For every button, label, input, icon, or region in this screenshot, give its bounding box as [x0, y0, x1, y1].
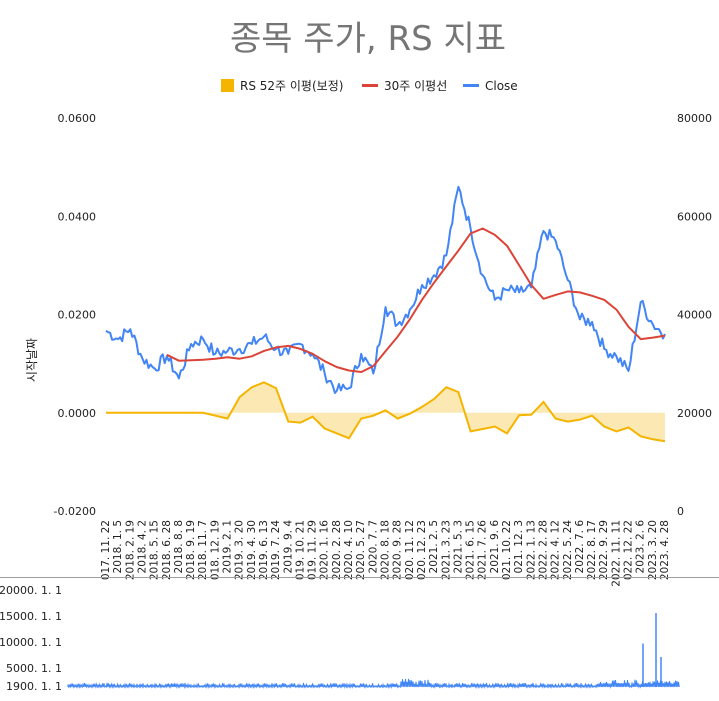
legend-swatch-ma30 [362, 84, 378, 87]
x-tick-label: 022. 12. 22 [623, 520, 635, 580]
x-tick-label: 2019. 6. 13 [258, 520, 270, 580]
x-tick-label: 2022. 5. 24 [562, 520, 574, 580]
x-tick-label: 2019. 3. 20 [234, 520, 246, 580]
x-tick-label: 2019. 4. 30 [246, 520, 258, 580]
x-tick-label: 2018. 4. 2 [137, 520, 149, 573]
y-tick-left: -0.0200 [54, 505, 96, 518]
y-tick-left: 0.0400 [58, 210, 97, 223]
x-tick-label: 2018. 9. 19 [185, 520, 197, 580]
legend-label-rs: RS 52주 이평(보정) [240, 79, 343, 93]
sub-y-tick: 1900. 1. 1 [6, 680, 62, 693]
y-tick-right: 20000 [677, 407, 712, 420]
x-tick-label: 2018. 5. 15 [149, 520, 161, 580]
y-tick-left: 0.0200 [58, 309, 97, 322]
x-axis-ticks: 017. 11. 22 2018. 1. 5 2018. 2. 19 2018. 4.… [100, 520, 671, 587]
x-tick-label: 2021. 9. 6 [489, 520, 501, 574]
x-tick-label: 2020. 1. 16 [319, 520, 331, 580]
x-tick-label: 2020. 7. 7 [367, 520, 379, 573]
volume-plot-area: 20000. 1. 1 15000. 1. 1 10000. 1. 1 5000. 1… [0, 584, 680, 693]
x-tick-label: 2020. 4. 10 [343, 520, 355, 580]
sub-y-tick: 10000. 1. 1 [0, 636, 62, 649]
x-tick-label: 2023. 4. 28 [659, 520, 671, 580]
x-tick-label: 017. 11. 22 [100, 520, 112, 580]
x-tick-label: 2020. 9. 28 [392, 520, 404, 580]
x-tick-label: 2020. 8. 18 [380, 520, 392, 580]
x-tick-label: 2021. 7. 26 [477, 520, 489, 580]
close-line [105, 185, 666, 394]
x-tick-label: 019. 11. 29 [307, 520, 319, 580]
x-tick-label: 2020. 2. 28 [331, 520, 343, 580]
x-tick-label: 2021. 6. 15 [465, 520, 477, 580]
x-tick-label: 2023. 2. 6 [635, 520, 647, 574]
y-axis-title-left: 시작날짜 [25, 338, 39, 382]
x-tick-label: 021. 12. 3 [513, 520, 525, 573]
x-tick-label: 2021. 5. 3 [452, 520, 464, 573]
x-tick-label: 2019. 2. 1 [222, 520, 234, 573]
x-tick-label: 2020. 5. 27 [355, 520, 367, 580]
x-tick-label: 2019. 7. 24 [270, 520, 282, 580]
x-tick-label: 2022. 11. 11 [610, 520, 622, 587]
rs-area-fill [106, 382, 665, 442]
x-tick-label: 020. 11. 12 [404, 520, 416, 580]
main-plot-area: 0.0600 80000 0.0400 60000 0.0200 40000 0.0000 2… [54, 112, 712, 518]
x-tick-label: 2023. 3. 20 [647, 520, 659, 580]
legend-label-ma30: 30주 이평선 [384, 79, 447, 93]
x-tick-label: 2022. 8. 17 [586, 520, 598, 580]
rs-line [106, 381, 666, 443]
x-tick-label: 2018. 11. 7 [197, 520, 209, 580]
volume-baseline [67, 678, 680, 689]
x-tick-label: 2022. 4. 12 [550, 520, 562, 580]
x-tick-label: 2022. 9. 29 [598, 520, 610, 580]
x-tick-label: 2022. 7. 6 [574, 520, 586, 574]
chart-title: 종목 주가, RS 지표 [230, 19, 506, 59]
ma30-line [166, 227, 666, 373]
x-tick-label: 2018. 1. 5 [112, 520, 124, 573]
x-tick-label: 2018. 8. 8 [173, 520, 185, 573]
y-tick-left: 0.0600 [58, 112, 97, 125]
x-tick-label: 2021. 3. 23 [440, 520, 452, 580]
legend-swatch-close [463, 84, 479, 87]
x-tick-label: 018. 12. 19 [209, 520, 221, 580]
x-tick-label: 2018. 2. 19 [124, 520, 136, 580]
x-tick-label: 020. 12. 23 [416, 520, 428, 580]
x-tick-label: 2019. 9. 4 [282, 520, 294, 574]
y-tick-right: 40000 [677, 309, 712, 322]
y-tick-right: 0 [677, 505, 684, 518]
sub-y-tick: 20000. 1. 1 [0, 584, 62, 597]
sub-y-tick: 5000. 1. 1 [6, 662, 62, 675]
x-tick-label: 021. 10. 22 [501, 520, 513, 580]
y-tick-right: 80000 [677, 112, 712, 125]
x-tick-label: 2022. 2. 28 [538, 520, 550, 580]
x-tick-label: 2022. 1. 13 [525, 520, 537, 580]
sub-y-tick: 15000. 1. 1 [0, 610, 62, 623]
x-tick-label: 2021. 2. 5 [428, 520, 440, 573]
y-tick-right: 60000 [677, 210, 712, 223]
legend-label-close: Close [485, 79, 518, 93]
x-tick-label: 2018. 6. 28 [161, 520, 173, 580]
legend-swatch-rs [221, 79, 234, 92]
x-tick-label: 019. 10. 21 [294, 520, 306, 580]
y-tick-left: 0.0000 [58, 407, 97, 420]
